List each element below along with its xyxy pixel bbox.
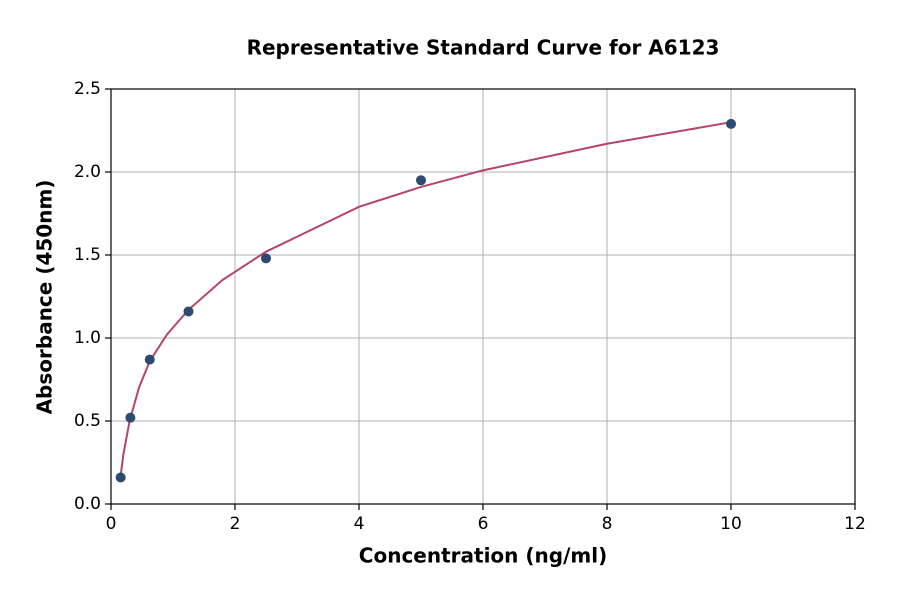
x-tick-label: 0 bbox=[106, 514, 117, 534]
y-tick-label: 2.5 bbox=[74, 79, 101, 99]
data-point bbox=[183, 306, 194, 317]
x-tick-label: 6 bbox=[478, 514, 489, 534]
x-tick-label: 8 bbox=[602, 514, 613, 534]
chart-title: Representative Standard Curve for A6123 bbox=[247, 36, 720, 60]
x-tick-label: 2 bbox=[230, 514, 241, 534]
y-tick-label: 1.5 bbox=[74, 245, 101, 265]
y-tick-label: 2.0 bbox=[74, 162, 101, 182]
fit-curve bbox=[119, 121, 732, 476]
data-point bbox=[726, 118, 736, 129]
y-tick-label: 0.5 bbox=[74, 411, 101, 431]
x-axis-label: Concentration (ng/ml) bbox=[359, 544, 607, 568]
x-tick-label: 4 bbox=[354, 514, 365, 534]
y-tick-label: 0.0 bbox=[74, 494, 101, 514]
x-tick-label: 10 bbox=[720, 514, 742, 534]
data-point bbox=[261, 253, 271, 264]
plot-frame bbox=[110, 88, 856, 505]
data-point bbox=[125, 412, 136, 423]
y-axis-label: Absorbance (450nm) bbox=[33, 180, 57, 415]
data-point bbox=[416, 175, 426, 186]
data-point bbox=[144, 354, 155, 365]
data-point bbox=[115, 472, 126, 483]
x-tick-label: 12 bbox=[844, 514, 866, 534]
y-tick-label: 1.0 bbox=[74, 328, 101, 348]
